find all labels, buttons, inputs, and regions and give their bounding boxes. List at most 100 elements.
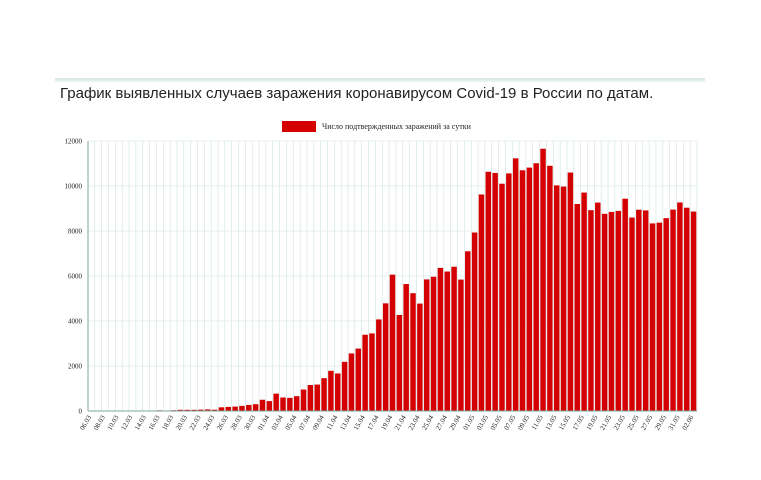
x-tick-label: 11.05: [530, 414, 545, 432]
bar: [184, 409, 190, 411]
bar: [540, 148, 546, 412]
x-tick-label: 21.05: [598, 414, 613, 432]
x-tick-label: 28.03: [229, 414, 244, 432]
header-rule: [55, 78, 705, 82]
bar: [355, 348, 362, 411]
bar: [335, 373, 341, 411]
x-tick-label: 13.04: [338, 414, 353, 432]
bar: [588, 210, 594, 411]
x-tick-label: 30.03: [243, 414, 258, 432]
bar: [478, 194, 485, 411]
bar: [280, 397, 286, 411]
x-tick-label: 15.05: [557, 414, 572, 432]
x-tick-label: 09.05: [516, 414, 531, 432]
bar: [300, 389, 307, 411]
bar: [239, 405, 245, 411]
x-axis: 06.0308.0310.0312.0314.0316.0318.0320.03…: [78, 410, 697, 432]
bar: [246, 404, 252, 411]
x-tick-label: 05.05: [489, 414, 504, 432]
bar: [663, 218, 669, 411]
bar: [396, 314, 403, 411]
bar: [567, 172, 574, 411]
x-tick-label: 06.03: [78, 414, 93, 432]
x-tick-label: 23.05: [612, 414, 627, 432]
bar: [314, 384, 320, 411]
bar: [677, 202, 683, 411]
bar: [526, 167, 533, 411]
x-tick-label: 20.03: [174, 414, 189, 432]
bar: [636, 209, 642, 411]
y-tick-label: 12000: [65, 138, 83, 146]
x-tick-label: 07.04: [297, 414, 312, 432]
bar: [690, 211, 697, 411]
x-tick-label: 19.04: [379, 414, 394, 432]
legend-swatch: [282, 120, 316, 132]
bar: [519, 170, 526, 411]
x-tick-label: 17.04: [366, 414, 381, 432]
chart-title: График выявленных случаев заражения коро…: [60, 85, 654, 102]
bar: [348, 353, 355, 411]
x-tick-label: 17.05: [571, 414, 586, 432]
x-tick-label: 10.03: [106, 414, 121, 432]
grid: [87, 140, 698, 412]
bar: [485, 171, 492, 411]
bar: [205, 409, 211, 411]
x-tick-label: 02.06: [681, 414, 696, 432]
x-tick-label: 27.04: [434, 414, 449, 432]
bar: [369, 333, 375, 411]
bar: [252, 404, 259, 411]
bar: [362, 334, 368, 411]
x-tick-label: 22.03: [188, 414, 203, 432]
bar: [492, 172, 498, 411]
bar: [615, 210, 622, 411]
x-tick-label: 29.05: [653, 414, 668, 432]
bar: [581, 192, 587, 411]
legend[interactable]: Число подтвержденных заражений за сутки: [282, 120, 471, 132]
bar: [560, 186, 567, 411]
x-tick-label: 12.03: [119, 414, 134, 432]
x-tick-label: 08.03: [92, 414, 107, 432]
bar: [458, 279, 464, 411]
bar: [553, 185, 560, 411]
bar: [574, 204, 580, 411]
bar: [430, 276, 437, 411]
bar: [451, 266, 457, 411]
x-tick-label: 03.04: [270, 414, 285, 432]
x-tick-label: 01.04: [256, 414, 271, 432]
bar: [341, 361, 348, 411]
bar: [403, 284, 409, 411]
bar: [547, 165, 553, 411]
bar: [211, 409, 218, 411]
x-tick-label: 29.04: [448, 414, 463, 432]
bar: [622, 198, 628, 411]
y-tick-label: 8000: [68, 228, 83, 236]
bar: [506, 173, 512, 411]
bar: [649, 223, 656, 411]
x-tick-label: 24.03: [202, 414, 217, 432]
x-tick-label: 16.03: [147, 414, 162, 432]
bar: [608, 211, 615, 411]
y-tick-label: 4000: [68, 318, 83, 326]
bar: [410, 293, 416, 411]
x-tick-label: 05.04: [284, 414, 299, 432]
bar: [321, 378, 327, 411]
y-axis: 0 2000 4000 6000 8000 10000 12000: [65, 138, 89, 416]
bar: [287, 397, 293, 411]
bar: [273, 393, 279, 411]
bar: [417, 303, 423, 411]
bars: [88, 148, 697, 412]
bar: [595, 202, 601, 411]
bar: [266, 401, 273, 411]
bar: [232, 406, 238, 411]
bar: [499, 183, 505, 411]
bar: [376, 319, 382, 411]
x-tick-label: 15.04: [352, 414, 367, 432]
x-tick-label: 11.04: [325, 414, 340, 432]
bar: [437, 267, 444, 411]
x-tick-label: 25.05: [626, 414, 641, 432]
bar: [629, 217, 635, 411]
bar: [307, 385, 314, 411]
bar: [601, 213, 608, 411]
x-tick-label: 13.05: [544, 414, 559, 432]
x-tick-label: 09.04: [311, 414, 326, 432]
